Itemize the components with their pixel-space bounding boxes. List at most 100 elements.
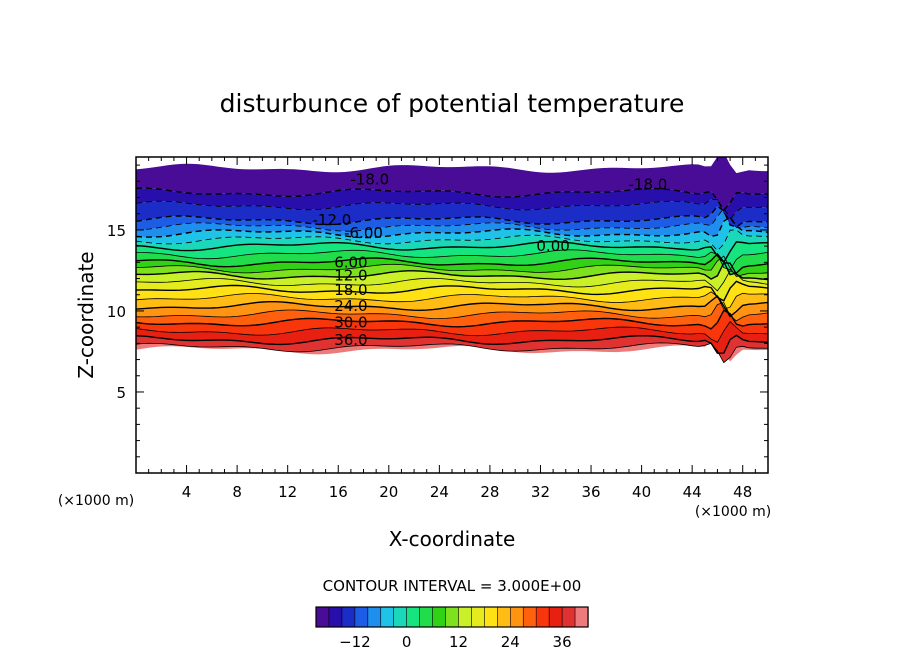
contour-line xyxy=(136,262,768,281)
x-tick-label: 48 xyxy=(733,483,752,501)
contour-band xyxy=(136,340,768,363)
contour-line xyxy=(136,269,768,292)
colorbar-cell xyxy=(458,606,473,628)
y-axis-label: Z-coordinate xyxy=(74,251,98,378)
colorbar-cell xyxy=(432,606,447,628)
contour-band xyxy=(136,229,768,263)
colorbar-cell xyxy=(561,606,576,628)
x-tick-label: 24 xyxy=(430,483,449,501)
colorbar-cell xyxy=(315,606,330,628)
contour-band xyxy=(136,256,768,280)
x-tick-label: 40 xyxy=(632,483,651,501)
colorbar-cell xyxy=(522,606,537,628)
x-tick-label: 16 xyxy=(329,483,348,501)
contour-band xyxy=(136,249,768,275)
contour-label: 36.0 xyxy=(334,331,367,349)
colorbar-cell xyxy=(367,606,382,628)
contour-line xyxy=(136,229,768,252)
contour-line xyxy=(136,207,768,232)
contour-label: -18.0 xyxy=(628,176,667,194)
colorbar-cell xyxy=(471,606,485,628)
colorbar-cell xyxy=(406,606,421,628)
colorbar-tick-label: 12 xyxy=(449,633,468,651)
colorbar-cell xyxy=(497,606,511,628)
contour-band xyxy=(136,335,768,363)
colorbar-cell xyxy=(380,606,395,628)
contour-band xyxy=(136,262,768,291)
contour-label: -12.0 xyxy=(312,211,351,229)
colorbar-cell xyxy=(509,606,524,628)
contour-label: 24.0 xyxy=(334,297,367,315)
contour-label: -6.00 xyxy=(344,224,383,242)
contour-label: -18.0 xyxy=(350,171,389,189)
contour-interval-label: CONTOUR INTERVAL = 3.000E+00 xyxy=(323,577,582,595)
x-tick-label: 8 xyxy=(232,483,242,501)
x-tick-label: 12 xyxy=(278,483,297,501)
contour-line xyxy=(136,291,768,310)
contour-fill xyxy=(136,157,768,363)
colorbar xyxy=(315,606,589,628)
contour-line xyxy=(136,320,768,343)
contour-band xyxy=(136,208,768,238)
colorbar-cell xyxy=(419,606,434,628)
contour-line xyxy=(136,342,768,364)
colorbar-cell xyxy=(574,606,589,628)
contour-line xyxy=(136,309,768,330)
colorbar-cell xyxy=(484,606,498,628)
colorbar-tick-label: −12 xyxy=(339,633,371,651)
colorbar-ticks: −12 0 12 24 36 xyxy=(339,633,572,651)
contour-band xyxy=(136,206,768,232)
contour-label: 6.00 xyxy=(334,253,367,271)
colorbar-cell xyxy=(548,606,563,628)
x-tick-label: 20 xyxy=(379,483,398,501)
contour-line xyxy=(136,334,768,354)
contour-band xyxy=(136,188,768,220)
contour-line xyxy=(136,255,768,277)
colorbar-tick-label: 24 xyxy=(501,633,520,651)
colorbar-cell xyxy=(354,606,369,628)
contour-line xyxy=(136,240,768,264)
x-axis-label: X-coordinate xyxy=(389,527,516,551)
contour-line xyxy=(136,302,768,322)
colorbar-cell xyxy=(328,606,343,628)
contour-line xyxy=(136,187,768,212)
colorbar-cell xyxy=(445,606,460,628)
contour-band xyxy=(136,302,768,329)
contour-band xyxy=(136,157,768,211)
contour-labels: -18.0 -18.0 -12.0-6.00 0.00 6.0012.018.024.0… xyxy=(312,171,667,349)
colorbar-cell xyxy=(535,606,550,628)
contour-band xyxy=(136,310,768,343)
x-unit-label-left: (×1000 m) xyxy=(58,493,134,509)
contour-label: 12.0 xyxy=(334,266,367,284)
contour-label: 0.00 xyxy=(536,237,569,255)
contour-lines xyxy=(136,187,768,364)
colorbar-tick-label: 0 xyxy=(402,633,412,651)
colorbar-frame xyxy=(315,606,589,628)
x-axis-ticks: 4 8 12 16 20 24 28 32 36 40 44 48 xyxy=(148,157,756,501)
contour-band xyxy=(136,217,768,251)
y-tick-label: 10 xyxy=(107,303,126,321)
plot-area: -18.0 -18.0 -12.0-6.00 0.00 6.0012.018.024.0… xyxy=(107,156,769,501)
contour-line xyxy=(136,198,768,221)
x-unit-label-right: (×1000 m) xyxy=(695,504,771,520)
colorbar-cell xyxy=(341,606,356,628)
contour-label: 18.0 xyxy=(334,281,367,299)
y-tick-label: 15 xyxy=(107,222,126,240)
contour-line xyxy=(136,216,768,239)
x-tick-label: 44 xyxy=(683,483,702,501)
y-tick-label: 5 xyxy=(116,384,126,402)
x-tick-label: 36 xyxy=(581,483,600,501)
contour-line xyxy=(136,252,768,276)
chart-title: disturbunce of potential temperature xyxy=(220,89,685,118)
x-tick-label: 32 xyxy=(531,483,550,501)
x-tick-label: 28 xyxy=(480,483,499,501)
contour-line xyxy=(136,294,768,318)
y-axis-ticks: 5 10 15 xyxy=(107,164,768,458)
contour-band xyxy=(136,296,768,321)
contour-label: 30.0 xyxy=(334,313,367,331)
contour-line xyxy=(136,205,768,228)
contour-line xyxy=(136,280,768,302)
x-tick-label: 4 xyxy=(182,483,192,501)
contour-band xyxy=(136,321,768,354)
